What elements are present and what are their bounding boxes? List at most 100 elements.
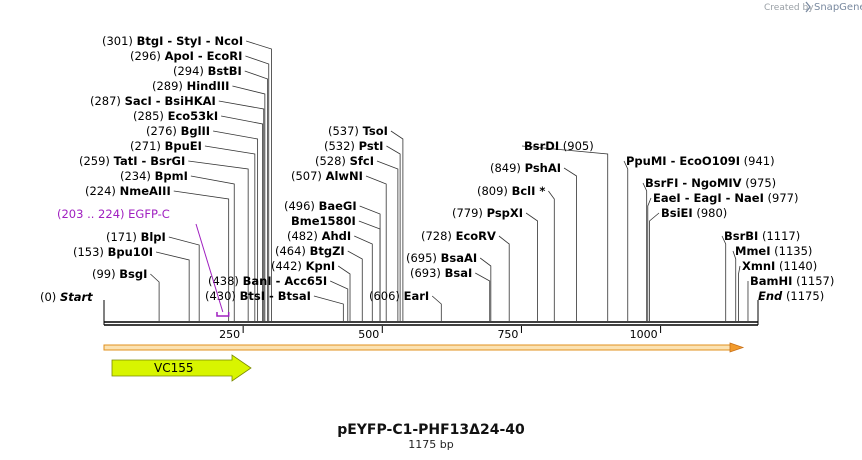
egfp-c-feature-mark: (203 .. 224) EGFP-C <box>57 207 230 317</box>
site-line-27 <box>431 295 442 321</box>
site-line-21 <box>359 205 381 321</box>
feature-vc155-label: VC155 <box>154 361 194 375</box>
site-line-2 <box>150 273 160 321</box>
site-label-8[interactable]: (276) BglII <box>146 124 210 138</box>
site-line-18 <box>337 265 351 321</box>
site-line-5 <box>173 190 230 321</box>
site-line-26 <box>390 130 404 321</box>
site-labels: (0) Start (99) BsgI (153) Bpu10I(171) BlpI… <box>40 34 834 304</box>
site-label-33[interactable]: BsrDI (905) <box>524 139 594 153</box>
site-label-3[interactable]: (171) BlpI <box>106 230 166 244</box>
site-line-38 <box>649 212 660 321</box>
axis-ticks: 250 500 750 1000 <box>219 326 662 341</box>
site-label-0[interactable]: (0) Start <box>40 290 93 304</box>
site-label-26[interactable]: (606) EarI <box>369 289 429 303</box>
site-line-10 <box>221 115 264 321</box>
site-line-33 <box>563 167 577 321</box>
site-line-13 <box>244 70 269 321</box>
site-line-35 <box>623 160 629 321</box>
watermark-created-by: Created by <box>764 3 814 13</box>
site-label-6[interactable]: (259) TatI - BsrGI <box>79 154 185 168</box>
site-label-28[interactable]: (695) BsaAI <box>406 251 477 265</box>
site-line-32 <box>548 190 555 321</box>
site-label-10[interactable]: (287) SacI - BsiHKAI <box>90 94 216 108</box>
site-line-12 <box>232 85 266 321</box>
site-label-17[interactable]: (442) KpnI <box>271 259 335 273</box>
site-label-9[interactable]: (285) Eco53kI <box>133 109 218 123</box>
site-label-31[interactable]: (809) BclI * <box>477 184 545 198</box>
site-line-20 <box>354 235 373 321</box>
site-line-23 <box>365 175 387 321</box>
site-line-9 <box>213 130 259 321</box>
snapgene-logo-icon <box>805 1 811 13</box>
site-label-7[interactable]: (271) BpuEI <box>130 139 202 153</box>
site-line-6 <box>190 175 235 321</box>
site-label-11[interactable]: (289) HindIII <box>152 79 229 93</box>
site-label-2[interactable]: (153) Bpu10I <box>73 245 153 259</box>
site-line-41 <box>738 265 741 321</box>
site-line-37 <box>647 197 652 321</box>
site-label-16[interactable]: (438) BanI - Acc65I <box>208 274 327 288</box>
site-line-14 <box>245 55 270 321</box>
site-label-19[interactable]: (482) AhdI <box>287 229 351 243</box>
site-label-40[interactable]: XmnI (1140) <box>742 259 817 273</box>
site-line-39 <box>721 235 727 321</box>
site-label-27[interactable]: (693) BsaI <box>410 266 472 280</box>
watermark-brand: SnapGene <box>814 2 862 13</box>
site-label-34[interactable]: PpuMI - EcoO109I (941) <box>626 154 775 168</box>
site-line-40 <box>732 250 737 321</box>
axis-tick-label-0: 250 <box>219 328 240 341</box>
site-line-19 <box>347 250 363 321</box>
site-label-5[interactable]: (234) BpmI <box>120 169 188 183</box>
site-label-37[interactable]: BsiEI (980) <box>661 206 727 220</box>
site-label-38[interactable]: BsrBI (1117) <box>724 229 800 243</box>
site-label-4[interactable]: (224) NmeAIII <box>85 184 171 198</box>
site-line-36 <box>642 182 648 321</box>
egfp-c-connector <box>195 223 224 313</box>
egfp-c-span <box>216 312 230 317</box>
site-line-11 <box>218 100 265 321</box>
axis-tick-label-2: 750 <box>497 328 518 341</box>
site-line-8 <box>204 145 256 321</box>
site-label-15[interactable]: (430) BtsI - BtsaI <box>205 289 311 303</box>
site-label-32[interactable]: (849) PshAI <box>490 161 561 175</box>
site-label-23[interactable]: (528) SfcI <box>315 154 374 168</box>
orf-bar <box>103 342 745 353</box>
site-label-25[interactable]: (537) TsoI <box>328 124 388 138</box>
site-line-4 <box>168 236 200 321</box>
site-label-20[interactable]: (496) BaeGI <box>284 199 357 213</box>
site-line-3 <box>155 251 190 321</box>
site-line-25 <box>386 145 401 321</box>
site-line-30 <box>498 235 510 321</box>
site-line-22 <box>358 220 381 321</box>
site-label-30[interactable]: (779) PspXI <box>452 206 523 220</box>
site-label-24[interactable]: (532) PstI <box>324 139 383 153</box>
site-line-28 <box>475 272 491 321</box>
site-label-36[interactable]: EaeI - EagI - NaeI (977) <box>653 191 798 205</box>
site-label-39[interactable]: MmeI (1135) <box>735 244 812 258</box>
axis-tick-label-1: 500 <box>358 328 379 341</box>
site-label-29[interactable]: (728) EcoRV <box>421 229 496 243</box>
site-label-35[interactable]: BsrFI - NgoMIV (975) <box>645 176 776 190</box>
site-line-17 <box>330 280 349 321</box>
site-line-15 <box>245 40 272 321</box>
site-label-1[interactable]: (99) BsgI <box>92 267 147 281</box>
site-label-14[interactable]: (301) BtgI - StyI - NcoI <box>102 34 243 48</box>
site-label-42[interactable]: End (1175) <box>758 289 824 303</box>
egfp-c-label[interactable]: (203 .. 224) EGFP-C <box>57 207 170 221</box>
site-label-18[interactable]: (464) BtgZI <box>275 244 345 258</box>
site-label-41[interactable]: BamHI (1157) <box>750 274 834 288</box>
site-label-21[interactable]: Bme1580I <box>291 214 356 228</box>
dna-backbone <box>103 300 759 326</box>
site-label-22[interactable]: (507) AlwNI <box>291 169 363 183</box>
plasmid-title: pEYFP-C1-PHF13Δ24-40 <box>337 422 525 438</box>
axis-tick-label-3: 1000 <box>630 328 658 341</box>
site-line-7 <box>188 160 249 321</box>
site-line-29 <box>479 257 492 321</box>
feature-vc155[interactable]: VC155 <box>111 354 252 382</box>
site-label-12[interactable]: (294) BstBI <box>173 64 242 78</box>
site-label-13[interactable]: (296) ApoI - EcoRI <box>130 49 242 63</box>
plasmid-length: 1175 bp <box>408 438 453 451</box>
site-line-34 <box>521 145 609 321</box>
